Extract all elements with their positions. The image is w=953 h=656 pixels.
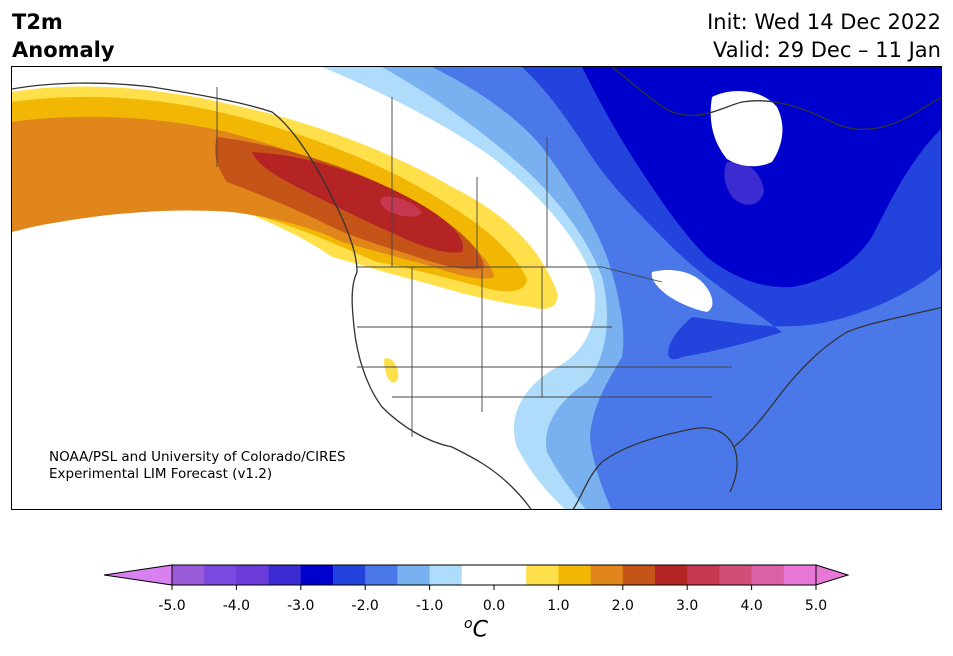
colorbar-bin	[172, 565, 205, 585]
colorbar-under-arrow	[104, 564, 173, 586]
unit-degree: o	[464, 616, 473, 632]
colorbar-bin	[783, 565, 817, 585]
colorbar-bin	[719, 565, 753, 585]
colorbar-bin	[333, 565, 366, 585]
colorbar-tick-label: -3.0	[287, 598, 315, 614]
political-borders	[216, 87, 732, 437]
init-date: Init: Wed 14 Dec 2022	[707, 10, 941, 34]
credit-line-1: NOAA/PSL and University of Colorado/CIRE…	[49, 449, 346, 465]
colorbar-bin	[268, 565, 302, 585]
colorbar-tick-label: -5.0	[158, 598, 186, 614]
colorbar-bin	[558, 565, 592, 585]
unit-symbol: C	[472, 617, 488, 643]
temperature-anomaly-map	[12, 67, 941, 509]
colorbar-bin	[461, 565, 527, 585]
colorbar-bin	[204, 565, 237, 585]
cold-anomaly-5	[582, 67, 941, 288]
colorbar-tick-label: 1.0	[547, 598, 570, 614]
colorbar-bin	[687, 565, 720, 585]
colorbar-tick-label: 5.0	[804, 598, 828, 614]
colorbar-unit: oC	[464, 616, 488, 642]
colorbar-bin	[365, 565, 398, 585]
colorbar-bin	[236, 565, 270, 585]
map-title: T2m Anomaly	[12, 8, 115, 64]
coastlines	[12, 67, 941, 509]
colorbar-tick-label: -2.0	[351, 598, 379, 614]
warm-anomaly-6	[380, 196, 422, 217]
warm-anomaly-1-sw	[384, 358, 399, 383]
colorbar-bin	[751, 565, 785, 585]
product-label: Anomaly	[12, 38, 115, 62]
colorbar-tick-label: -1.0	[415, 598, 444, 614]
valid-period: Valid: 29 Dec – 11 Jan	[712, 38, 941, 62]
variable-label: T2m	[12, 10, 63, 34]
colorbar	[104, 564, 850, 590]
colorbar-tick-label: 0.0	[482, 598, 506, 614]
warm-anomaly-5	[252, 152, 463, 253]
map-panel	[11, 66, 942, 510]
colorbar-tick-label: -4.0	[222, 598, 251, 614]
credit-line-2: Experimental LIM Forecast (v1.2)	[49, 466, 273, 482]
data-credit: NOAA/PSL and University of Colorado/CIRE…	[49, 449, 346, 483]
colorbar-bin	[526, 565, 559, 585]
colorbar-bin	[397, 565, 431, 585]
colorbar-bin	[622, 565, 656, 585]
cold-anomaly-6	[724, 161, 764, 205]
colorbar-bin	[429, 565, 463, 585]
forecast-dates: Init: Wed 14 Dec 2022 Valid: 29 Dec – 11…	[707, 8, 941, 64]
colorbar-bin	[655, 565, 688, 585]
colorbar-bin	[300, 565, 334, 585]
colorbar-tick-label: 3.0	[676, 598, 699, 614]
great-lakes	[651, 270, 713, 312]
colorbar-tick-label: 4.0	[740, 598, 763, 614]
colorbar-bin	[590, 565, 624, 585]
hudson-bay	[710, 91, 783, 167]
colorbar-tick-label: 2.0	[611, 598, 634, 614]
colorbar-over-arrow	[815, 564, 850, 586]
